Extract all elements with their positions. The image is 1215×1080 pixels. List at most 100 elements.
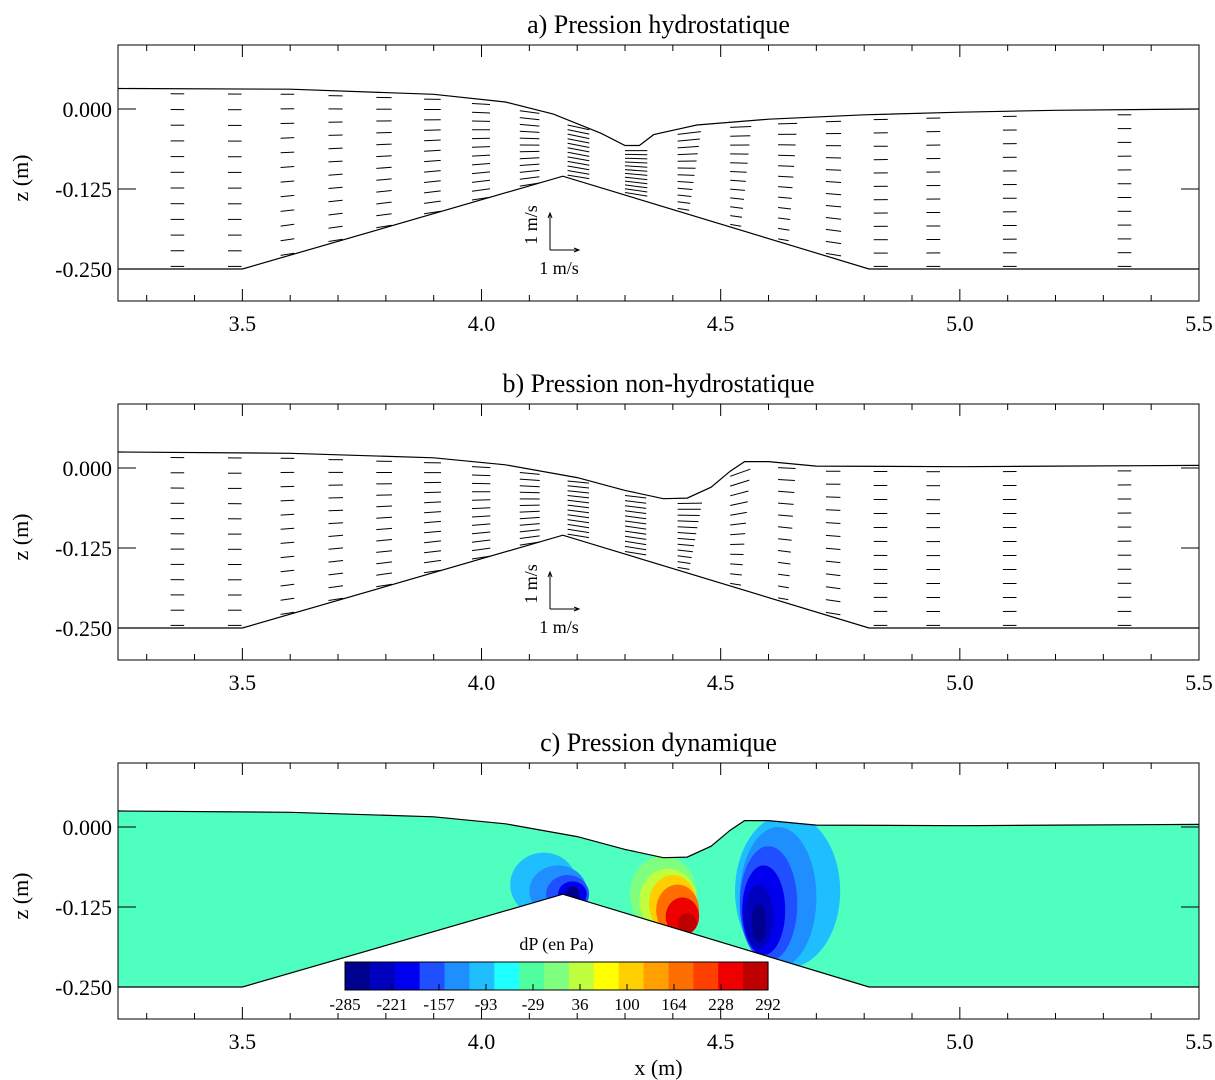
velocity-arrow: [424, 520, 442, 524]
velocity-arrow: [677, 543, 695, 547]
colorbar-tick-label: -93: [475, 995, 498, 1014]
panel-title: c) Pression dynamique: [540, 728, 777, 757]
velocity-arrow: [825, 611, 841, 616]
velocity-arrow: [730, 171, 747, 173]
bed-profile: [118, 893, 1199, 988]
velocity-arrow: [730, 162, 748, 164]
velocity-arrow: [376, 224, 392, 229]
velocity-arrow: [677, 566, 690, 570]
velocity-arrow: [624, 515, 647, 520]
velocity-vectors: [170, 457, 1132, 626]
velocity-arrow: [567, 519, 590, 524]
velocity-arrow: [825, 534, 841, 537]
velocity-arrow: [519, 485, 540, 488]
velocity-arrow: [730, 501, 748, 506]
velocity-arrow: [825, 496, 841, 498]
velocity-arrow: [471, 531, 491, 535]
reference-label-horizontal: 1 m/s: [539, 617, 579, 637]
velocity-arrow: [567, 133, 590, 140]
bed-profile: [118, 175, 1199, 270]
velocity-arrow: [424, 491, 442, 494]
velocity-arrow: [376, 143, 392, 146]
velocity-arrow: [280, 499, 295, 502]
arrowhead: [573, 606, 581, 612]
velocity-arrow: [567, 504, 590, 509]
velocity-arrow: [328, 585, 344, 589]
velocity-arrow: [778, 238, 789, 242]
velocity-arrow: [280, 541, 295, 544]
plot-frame: [117, 44, 1200, 302]
velocity-arrow: [567, 138, 590, 144]
velocity-arrow: [328, 597, 344, 601]
velocity-arrow: [567, 151, 590, 157]
velocity-arrow: [624, 169, 648, 172]
velocity-arrow: [280, 555, 295, 559]
velocity-arrow: [778, 207, 792, 210]
velocity-arrow: [730, 573, 742, 576]
reference-label-horizontal: 1 m/s: [539, 258, 579, 278]
velocity-arrow: [567, 165, 590, 171]
velocity-arrow: [567, 129, 590, 135]
x-tick-label: 3.5: [229, 1029, 257, 1054]
velocity-arrow: [778, 479, 795, 481]
velocity-arrow: [280, 597, 295, 601]
x-tick-label: 4.0: [468, 1029, 496, 1054]
velocity-arrow: [778, 122, 798, 125]
velocity-arrow: [471, 188, 491, 192]
colorbar-swatch: [345, 962, 371, 990]
velocity-arrow: [280, 513, 295, 516]
velocity-arrow: [778, 165, 795, 167]
velocity-arrow: [280, 223, 295, 227]
velocity-arrow: [328, 509, 344, 512]
free-surface: [117, 87, 1200, 147]
y-tick-label: -0.250: [55, 257, 112, 282]
velocity-arrow: [519, 157, 540, 160]
velocity-arrow: [471, 539, 491, 543]
velocity-arrow: [280, 569, 295, 573]
velocity-arrow: [624, 500, 647, 504]
velocity-arrow: [376, 505, 393, 508]
velocity-arrow: [677, 174, 695, 176]
contour-field: [118, 811, 1199, 987]
velocity-arrow: [424, 511, 442, 514]
velocity-arrow: [567, 485, 590, 489]
velocity-arrow: [624, 188, 648, 193]
velocity-arrow: [567, 523, 590, 529]
x-tick-label: 4.0: [468, 311, 496, 336]
velocity-arrow: [424, 149, 441, 152]
velocity-arrow: [376, 583, 393, 588]
bed-profile: [118, 534, 1199, 629]
reference-label-vertical: 1 m/s: [521, 564, 541, 604]
velocity-arrow: [567, 170, 590, 175]
colorbar: dP (en Pa) -285 -221 -157 -93 -29 36 100 164 228 2…: [329, 934, 780, 1014]
velocity-arrow: [519, 130, 540, 133]
velocity-arrow: [376, 561, 393, 565]
velocity-arrow: [624, 530, 647, 535]
velocity-arrow: [280, 166, 295, 168]
colorbar-swatch: [568, 962, 595, 990]
velocity-arrow: [519, 491, 540, 494]
velocity-arrow: [328, 560, 344, 563]
velocity-arrow: [376, 516, 393, 519]
y-tick-label: -0.125: [55, 536, 112, 561]
velocity-arrow: [825, 193, 842, 196]
colorbar-tick-label: 292: [755, 995, 781, 1014]
velocity-arrow: [328, 186, 343, 189]
y-axis-label: z (m): [8, 513, 33, 560]
velocity-arrow: [825, 573, 841, 577]
x-tick-label: 5.0: [946, 670, 974, 695]
velocity-arrow: [825, 240, 842, 245]
velocity-arrow: [376, 550, 393, 553]
reference-label-vertical: 1 m/s: [521, 205, 541, 245]
velocity-arrow: [424, 190, 441, 194]
velocity-arrow: [677, 153, 698, 156]
panel-title: a) Pression hydrostatique: [527, 10, 790, 39]
velocity-arrow: [471, 515, 491, 518]
velocity-arrow: [677, 187, 693, 190]
velocity-arrow: [624, 495, 647, 499]
colorbar-swatch: [718, 962, 744, 990]
velocity-arrow: [825, 205, 842, 208]
velocity-arrow: [730, 188, 745, 191]
velocity-arrow: [519, 535, 540, 539]
colorbar-swatch: [743, 962, 769, 990]
